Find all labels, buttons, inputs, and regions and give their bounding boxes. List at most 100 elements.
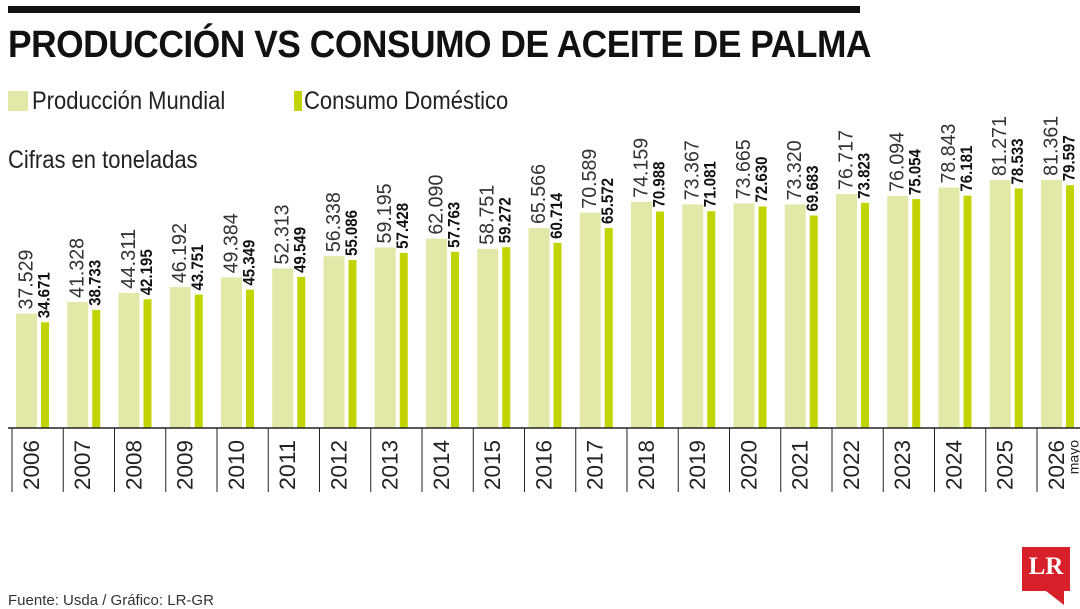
bar-production-2019 <box>682 204 704 428</box>
chart-title: PRODUCCIÓN VS CONSUMO DE ACEITE DE PALMA <box>8 24 871 66</box>
bar-production-2017 <box>579 212 601 428</box>
label-production-2024: 78.843 <box>938 124 960 184</box>
label-consumption-2018: 70.988 <box>649 161 668 207</box>
label-production-2017: 70.589 <box>579 149 601 209</box>
tick-label-2024: 2024 <box>941 440 966 490</box>
bar-production-2015 <box>477 248 499 428</box>
lr-logo: LR <box>1022 547 1070 591</box>
label-consumption-2009: 43.751 <box>188 245 207 291</box>
bar-production-2020 <box>733 203 755 428</box>
bar-consumption-2006 <box>41 322 49 428</box>
tick-label-2025: 2025 <box>993 440 1018 490</box>
label-production-2007: 41.328 <box>67 238 89 298</box>
source-note: Fuente: Usda / Gráfico: LR-GR <box>8 592 214 609</box>
tick-label-2017: 2017 <box>583 440 608 490</box>
legend-production-label: Producción Mundial <box>32 86 226 115</box>
label-consumption-2013: 57.428 <box>393 203 412 249</box>
bar-consumption-2025 <box>1014 188 1023 428</box>
bar-production-2023 <box>887 195 909 428</box>
bar-consumption-2015 <box>502 247 511 428</box>
lr-logo-text: LR <box>1028 553 1064 580</box>
tick-label-2009: 2009 <box>173 440 198 490</box>
bar-production-2024 <box>938 187 960 428</box>
bar-consumption-2023 <box>912 199 921 428</box>
bar-production-2006 <box>16 313 37 428</box>
tick-label-2016: 2016 <box>531 440 556 490</box>
label-consumption-2011: 49.549 <box>291 227 310 273</box>
bar-consumption-2024 <box>963 195 972 428</box>
label-production-2009: 46.192 <box>169 223 191 283</box>
bar-consumption-2021 <box>809 215 818 428</box>
bar-consumption-2011 <box>297 276 306 428</box>
bar-consumption-2016 <box>553 242 562 428</box>
label-consumption-2017: 65.572 <box>598 178 617 224</box>
label-production-2016: 65.566 <box>528 164 550 224</box>
bar-consumption-2026 <box>1066 185 1074 428</box>
label-production-2011: 52.313 <box>272 204 294 264</box>
label-consumption-2021: 69.683 <box>803 165 822 211</box>
tick-label-2010: 2010 <box>224 440 249 490</box>
tick-label-2019: 2019 <box>685 440 710 490</box>
tick-label-2006: 2006 <box>19 440 44 490</box>
label-consumption-2012: 55.086 <box>342 210 361 256</box>
legend-production: Producción Mundial <box>8 86 252 116</box>
bar-production-2026 <box>1041 179 1062 428</box>
bar-consumption-2012 <box>348 259 357 428</box>
label-production-2021: 73.320 <box>784 140 806 200</box>
bar-consumption-2008 <box>143 299 152 428</box>
tick-label-2023: 2023 <box>890 440 915 490</box>
label-production-2023: 76.094 <box>887 132 909 192</box>
label-production-2013: 59.195 <box>374 183 396 243</box>
bar-production-2013 <box>374 247 396 428</box>
label-production-2022: 76.717 <box>835 130 857 190</box>
label-consumption-2015: 59.272 <box>496 197 515 243</box>
bar-production-2021 <box>784 204 806 428</box>
bar-production-2018 <box>631 201 652 428</box>
label-consumption-2024: 76.181 <box>957 146 976 192</box>
bar-production-2022 <box>836 194 857 428</box>
label-production-2018: 74.159 <box>630 138 652 198</box>
label-consumption-2020: 72.630 <box>752 156 771 202</box>
bar-consumption-2022 <box>861 202 869 428</box>
label-consumption-2008: 42.195 <box>137 249 156 295</box>
tick-label-2015: 2015 <box>480 440 505 490</box>
bar-production-2014 <box>426 238 447 428</box>
label-consumption-2025: 78.533 <box>1008 138 1027 184</box>
tick-label-2012: 2012 <box>326 440 351 490</box>
label-production-2019: 73.367 <box>682 140 704 200</box>
tick-label-2014: 2014 <box>429 440 454 490</box>
tick-label-2007: 2007 <box>70 440 95 490</box>
bar-production-2025 <box>989 180 1011 428</box>
bar-consumption-2019 <box>707 211 716 428</box>
tick-label-2026: 2026 <box>1044 440 1069 490</box>
tick-label-2018: 2018 <box>634 440 659 490</box>
label-production-2015: 58.751 <box>477 185 499 245</box>
bar-consumption-2014 <box>451 251 459 428</box>
bar-consumption-2013 <box>399 252 408 428</box>
tick-note-2026: mayo <box>1066 440 1080 474</box>
label-consumption-2010: 45.349 <box>239 240 258 286</box>
bar-production-2011 <box>272 268 294 428</box>
label-production-2010: 49.384 <box>220 213 242 273</box>
label-production-2008: 44.311 <box>118 229 140 289</box>
bar-consumption-2020 <box>758 206 767 428</box>
bar-consumption-2010 <box>246 289 254 428</box>
bar-production-2016 <box>528 228 550 428</box>
legend-consumption: Consumo Doméstico <box>294 86 536 116</box>
bar-production-2010 <box>221 277 242 428</box>
label-consumption-2023: 75.054 <box>906 149 925 195</box>
tick-label-2011: 2011 <box>275 440 300 490</box>
top-rule <box>8 6 860 13</box>
legend-production-swatch <box>8 91 28 111</box>
label-consumption-2022: 73.823 <box>854 153 873 199</box>
legend-consumption-label: Consumo Doméstico <box>304 86 509 115</box>
bar-consumption-2018 <box>656 211 664 428</box>
bar-production-2007 <box>67 301 89 428</box>
label-production-2020: 73.665 <box>733 139 755 199</box>
label-production-2026: 81.361 <box>1040 116 1062 176</box>
label-consumption-2016: 60.714 <box>547 192 566 238</box>
label-consumption-2019: 71.081 <box>701 161 720 207</box>
label-consumption-2007: 38.733 <box>86 260 105 306</box>
lr-logo-tail <box>1046 591 1064 605</box>
label-consumption-2026: 79.597 <box>1059 135 1078 181</box>
